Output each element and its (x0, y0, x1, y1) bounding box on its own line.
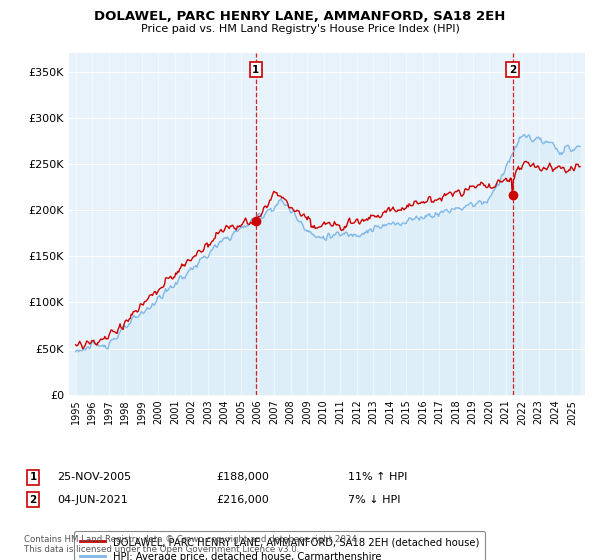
Text: 1: 1 (29, 472, 37, 482)
Text: Price paid vs. HM Land Registry's House Price Index (HPI): Price paid vs. HM Land Registry's House … (140, 24, 460, 34)
Text: Contains HM Land Registry data © Crown copyright and database right 2024.
This d: Contains HM Land Registry data © Crown c… (24, 535, 359, 554)
Text: 04-JUN-2021: 04-JUN-2021 (57, 494, 128, 505)
Text: 2: 2 (509, 65, 516, 75)
Legend: DOLAWEL, PARC HENRY LANE, AMMANFORD, SA18 2EH (detached house), HPI: Average pri: DOLAWEL, PARC HENRY LANE, AMMANFORD, SA1… (74, 531, 485, 560)
Text: 1: 1 (252, 65, 260, 75)
Text: 25-NOV-2005: 25-NOV-2005 (57, 472, 131, 482)
Text: 11% ↑ HPI: 11% ↑ HPI (348, 472, 407, 482)
Text: DOLAWEL, PARC HENRY LANE, AMMANFORD, SA18 2EH: DOLAWEL, PARC HENRY LANE, AMMANFORD, SA1… (94, 10, 506, 23)
Text: 7% ↓ HPI: 7% ↓ HPI (348, 494, 401, 505)
Text: £216,000: £216,000 (216, 494, 269, 505)
Text: 2: 2 (29, 494, 37, 505)
Text: £188,000: £188,000 (216, 472, 269, 482)
